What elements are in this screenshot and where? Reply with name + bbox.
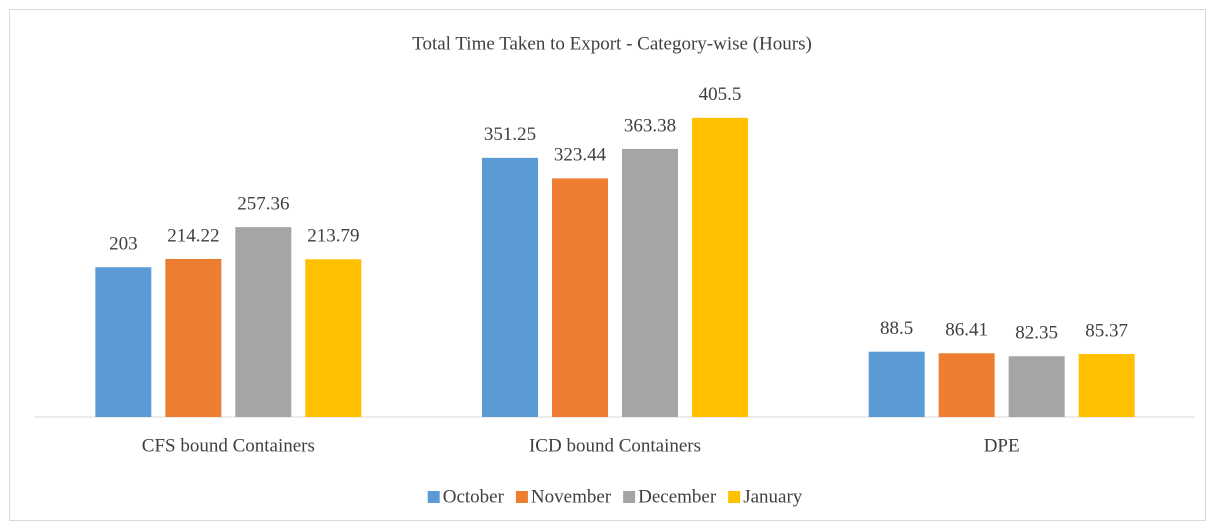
- x-tick-label: ICD bound Containers: [529, 435, 701, 456]
- bar: [938, 353, 995, 417]
- x-tick-label: CFS bound Containers: [142, 435, 315, 456]
- bar: [482, 157, 538, 417]
- bar: [622, 148, 678, 417]
- data-label: 257.36: [237, 193, 289, 214]
- bar: [552, 178, 608, 417]
- x-tick-label: DPE: [984, 435, 1020, 456]
- data-label: 203: [109, 234, 138, 255]
- bar: [95, 267, 152, 417]
- data-label: 82.35: [1015, 323, 1058, 344]
- chart-title: Total Time Taken to Export - Category-wi…: [412, 33, 812, 54]
- data-label: 86.41: [945, 320, 988, 341]
- data-label: 213.79: [307, 226, 359, 247]
- legend-label: October: [443, 486, 505, 507]
- bar: [235, 227, 292, 417]
- data-label: 363.38: [624, 115, 676, 136]
- legend-swatch: [623, 491, 636, 503]
- data-label: 405.5: [699, 84, 742, 105]
- bar: [305, 259, 362, 417]
- bar: [1078, 354, 1135, 417]
- data-label: 351.25: [484, 124, 536, 145]
- bar: [1008, 356, 1065, 417]
- bar: [868, 351, 925, 417]
- legend-label: November: [531, 486, 612, 507]
- legend-label: January: [743, 486, 803, 507]
- bar: [692, 117, 748, 417]
- legend-swatch: [427, 491, 440, 503]
- data-label: 85.37: [1085, 320, 1128, 341]
- legend-label: December: [638, 486, 717, 507]
- data-label: 323.44: [554, 145, 607, 166]
- legend-swatch: [728, 491, 741, 503]
- legend-swatch: [515, 491, 528, 503]
- data-label: 214.22: [167, 225, 219, 246]
- bar: [165, 258, 222, 417]
- data-label: 88.5: [880, 318, 913, 339]
